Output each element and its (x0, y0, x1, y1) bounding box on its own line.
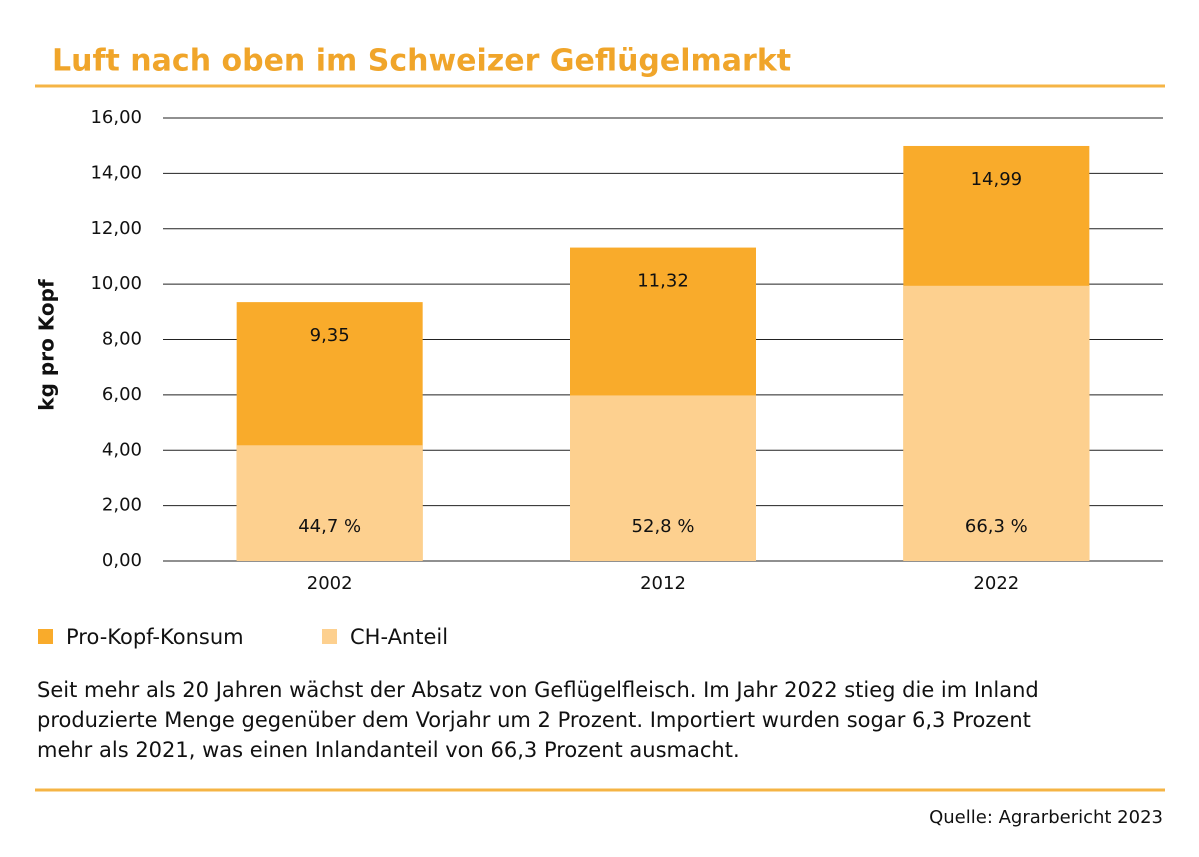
y-tick-label: 2,00 (102, 495, 142, 516)
share-label: 44,7 % (298, 516, 361, 537)
value-label: 11,32 (637, 271, 689, 292)
share-label: 66,3 % (965, 516, 1028, 537)
x-tick-label: 2022 (973, 573, 1019, 594)
x-tick-label: 2012 (640, 573, 686, 594)
legend-swatch (38, 629, 53, 644)
legend-label: Pro-Kopf-Konsum (66, 625, 244, 649)
y-tick-label: 10,00 (90, 273, 142, 294)
legend-swatch (322, 629, 337, 644)
y-tick-label: 6,00 (102, 384, 142, 405)
y-tick-label: 16,00 (90, 107, 142, 128)
value-label: 14,99 (971, 169, 1023, 190)
y-tick-label: 0,00 (102, 550, 142, 571)
bar (236, 445, 423, 561)
value-label: 9,35 (310, 325, 350, 346)
share-label: 52,8 % (632, 516, 695, 537)
x-tick-label: 2002 (307, 573, 353, 594)
y-tick-label: 14,00 (90, 162, 142, 183)
description-line: Seit mehr als 20 Jahren wächst der Absat… (37, 678, 1039, 702)
bar (570, 395, 756, 561)
y-tick-label: 8,00 (102, 329, 142, 350)
source: Quelle: Agrarbericht 2023 (929, 807, 1163, 828)
y-tick-label: 12,00 (90, 218, 142, 239)
description-line: produzierte Menge gegenüber dem Vorjahr … (37, 708, 1031, 732)
bar (903, 285, 1090, 561)
y-tick-label: 4,00 (102, 439, 142, 460)
chart-title: Luft nach oben im Schweizer Geflügelmark… (52, 44, 791, 79)
legend-label: CH-Anteil (350, 625, 448, 649)
description-line: mehr als 2021, was einen Inlandanteil vo… (37, 738, 740, 762)
y-axis-label: kg pro Kopf (35, 279, 59, 411)
